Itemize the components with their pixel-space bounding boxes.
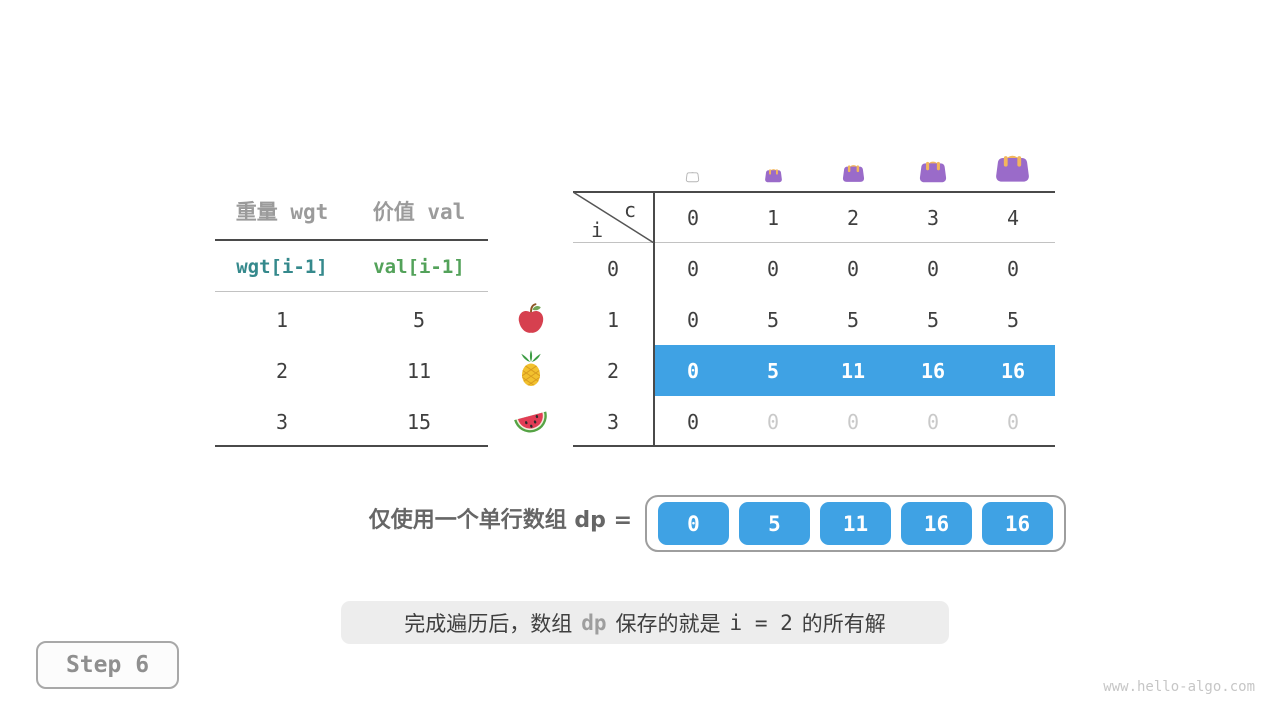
dp-cell: 0	[686, 410, 700, 434]
dp-row-header-0: 0	[606, 257, 620, 281]
dp-col-header-3: 3	[926, 206, 940, 230]
caption-code-i2: i = 2	[729, 610, 793, 635]
dp-table-vertical-rule	[653, 191, 655, 447]
item-table-header-rule	[215, 239, 488, 241]
dp-array-value: 16	[982, 502, 1053, 545]
dp-cell: 5	[846, 308, 860, 332]
dp-cell-highlighted: 16	[1000, 359, 1026, 383]
bag-medium-icon	[841, 165, 866, 184]
item-table-code-rule	[215, 291, 488, 292]
dp-table-bottom-rule	[573, 445, 1055, 447]
dp-col-header-1: 1	[766, 206, 780, 230]
dp-array-value: 11	[820, 502, 891, 545]
dp-cell-pending: 0	[926, 410, 940, 434]
item-value-1: 5	[412, 308, 426, 332]
dp-table-top-rule	[573, 191, 1055, 193]
item-weight-3: 3	[275, 410, 289, 434]
dp-table-diagonal-rule	[573, 192, 654, 243]
bag-large-icon	[918, 161, 948, 184]
dp-highlight-row-band	[655, 345, 1055, 396]
caption-text-1: 完成遍历后，数组	[404, 611, 573, 636]
item-table-value-header: 价值 val	[372, 200, 466, 224]
item-table-wgt-code: wgt[i-1]	[236, 256, 328, 278]
dp-cell-pending: 0	[846, 410, 860, 434]
apple-icon	[518, 303, 544, 333]
dp-row-header-3: 3	[606, 410, 620, 434]
watermark: www.hello-algo.com	[1103, 679, 1255, 695]
dp-array-label: 仅使用一个单行数组 dp =	[368, 508, 632, 533]
dp-cell: 0	[846, 257, 860, 281]
bag-small-icon	[764, 169, 783, 184]
dp-array-value: 5	[739, 502, 810, 545]
dp-array-value: 16	[901, 502, 972, 545]
dp-cell: 5	[1006, 308, 1020, 332]
item-table-weight-header: 重量 wgt	[235, 200, 329, 224]
dp-cell: 0	[1006, 257, 1020, 281]
caption-text-3: 的所有解	[801, 611, 886, 636]
dp-col-header-0: 0	[686, 206, 700, 230]
dp-cell-highlighted: 0	[686, 359, 700, 383]
dp-cell-pending: 0	[766, 410, 780, 434]
step-badge: Step 6	[36, 641, 179, 689]
watermelon-icon	[514, 411, 547, 433]
dp-cell: 0	[686, 257, 700, 281]
pineapple-icon	[521, 350, 541, 386]
dp-row-header-1: 1	[606, 308, 620, 332]
dp-table-header-rule	[573, 242, 1055, 243]
dp-cell-highlighted: 11	[840, 359, 866, 383]
dp-cell-highlighted: 5	[766, 359, 780, 383]
item-value-3: 15	[406, 410, 432, 434]
dp-cell-pending: 0	[1006, 410, 1020, 434]
dp-col-header-2: 2	[846, 206, 860, 230]
dp-cell-highlighted: 16	[920, 359, 946, 383]
dp-corner-c-label: c	[623, 198, 637, 222]
item-table-bottom-rule	[215, 445, 488, 447]
bag-outline-icon	[685, 172, 700, 183]
dp-cell: 0	[686, 308, 700, 332]
item-value-2: 11	[406, 359, 432, 383]
item-table-val-code: val[i-1]	[373, 256, 465, 278]
caption-text-2: 保存的就是	[615, 611, 721, 636]
caption-box: 完成遍历后，数组 dp 保存的就是 i = 2 的所有解	[341, 601, 949, 644]
bag-xlarge-icon	[994, 155, 1031, 184]
item-weight-2: 2	[275, 359, 289, 383]
dp-row-header-2: 2	[606, 359, 620, 383]
dp-array-container: 0 5 11 16 16	[645, 495, 1066, 552]
dp-col-header-4: 4	[1006, 206, 1020, 230]
dp-array-value: 0	[658, 502, 729, 545]
item-weight-1: 1	[275, 308, 289, 332]
dp-cell: 0	[926, 257, 940, 281]
dp-cell: 5	[926, 308, 940, 332]
dp-cell: 5	[766, 308, 780, 332]
dp-corner-i-label: i	[590, 218, 604, 242]
caption-code-dp: dp	[581, 610, 607, 635]
dp-cell: 0	[766, 257, 780, 281]
